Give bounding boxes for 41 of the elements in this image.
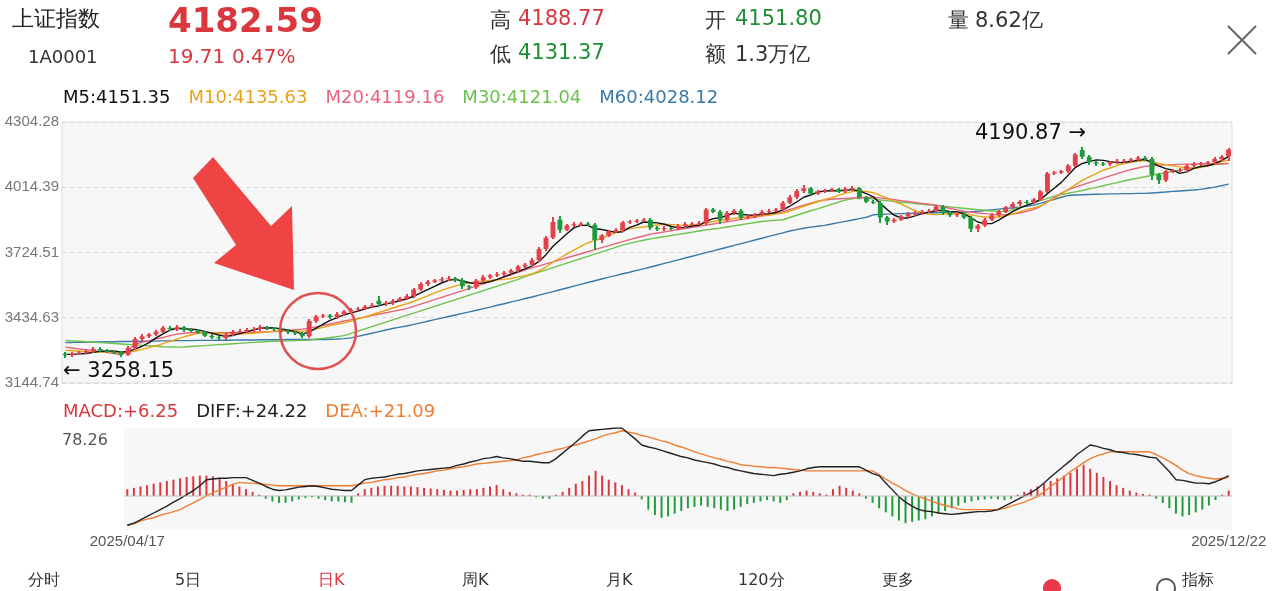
text: 更多 bbox=[882, 570, 914, 591]
annotation: ← 3258.15 bbox=[63, 358, 175, 382]
text: 额 bbox=[705, 41, 726, 68]
text: 1.3万亿 bbox=[735, 41, 811, 68]
text: M60:4028.12 bbox=[599, 86, 719, 107]
text: 19.71 bbox=[168, 44, 226, 68]
text: 5日 bbox=[175, 570, 202, 591]
text: 开 bbox=[705, 7, 726, 34]
text: 周K bbox=[462, 570, 489, 591]
text: 低 bbox=[490, 41, 511, 68]
chart-subtitle: 1A0001 bbox=[28, 46, 98, 67]
text: 0.47% bbox=[232, 44, 296, 68]
y-tick-label: 4304.28 bbox=[4, 112, 59, 130]
chart-title: 上证指数 bbox=[12, 5, 100, 33]
text: M30:4121.04 bbox=[462, 86, 582, 107]
text: MACD:+6.25 bbox=[63, 400, 179, 421]
text: 月K bbox=[606, 570, 633, 591]
text: 4188.77 bbox=[518, 6, 605, 30]
y-tick-label: 3144.74 bbox=[4, 373, 59, 391]
text: M10:4135.63 bbox=[188, 86, 308, 107]
text: 高 bbox=[490, 7, 511, 34]
text: DIFF:+24.22 bbox=[196, 400, 308, 421]
text: 120分 bbox=[738, 570, 785, 591]
text: M20:4119.16 bbox=[325, 86, 445, 107]
text: 78.26 bbox=[62, 430, 108, 449]
text: 4182.59 bbox=[168, 0, 323, 40]
text: 4151.80 bbox=[735, 6, 822, 30]
y-tick-label: 4014.39 bbox=[4, 177, 59, 195]
text: 日K bbox=[318, 570, 345, 591]
text: 4131.37 bbox=[518, 40, 605, 64]
annotation: 4190.87 → bbox=[975, 120, 1087, 144]
x-tick-label: 2025/04/17 bbox=[89, 532, 165, 550]
text: 指标 bbox=[1182, 570, 1214, 591]
x-tick-label: 2025/12/22 bbox=[1191, 532, 1267, 550]
y-tick-label: 3434.63 bbox=[4, 307, 59, 325]
text: M5:4151.35 bbox=[63, 86, 171, 107]
text: 量 bbox=[948, 7, 969, 34]
text: 分时 bbox=[28, 570, 60, 591]
y-tick-label: 3724.51 bbox=[4, 242, 59, 260]
text: DEA:+21.09 bbox=[325, 400, 436, 421]
text: 8.62亿 bbox=[975, 7, 1043, 34]
